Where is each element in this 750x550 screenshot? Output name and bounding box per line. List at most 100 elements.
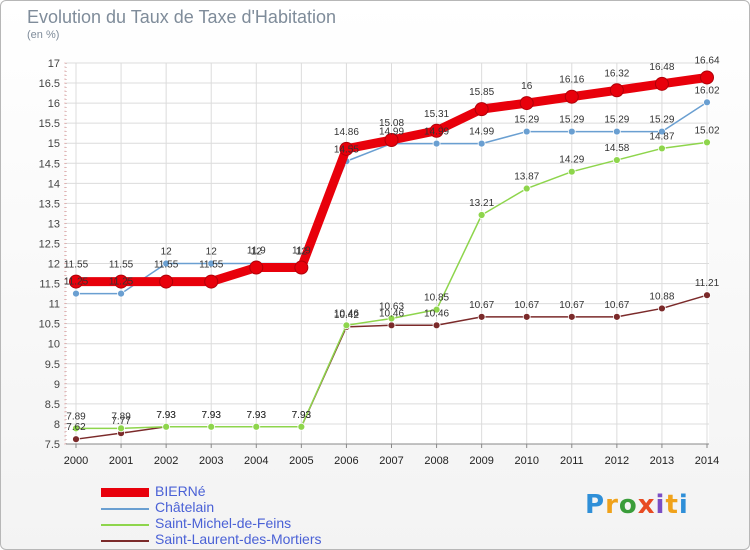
data-label: 7.93 (156, 410, 176, 421)
data-point (384, 133, 399, 148)
data-point (387, 321, 396, 330)
y-tick-label: 15.5 (39, 118, 60, 130)
chart-subtitle: (en %) (27, 29, 60, 41)
data-point (72, 424, 80, 433)
data-point (339, 141, 354, 156)
y-tick-label: 14.5 (39, 158, 60, 170)
data-point (567, 167, 576, 176)
y-tick-label: 9.5 (45, 359, 60, 371)
data-point (387, 314, 396, 323)
y-tick-label: 16 (48, 98, 60, 110)
data-point (477, 312, 486, 321)
proxiti-logo: Proxiti (585, 490, 689, 520)
data-label: 10.46 (334, 308, 359, 319)
data-label: 14.55 (334, 144, 359, 155)
data-label: 14.99 (379, 127, 404, 138)
data-label: 15.31 (424, 109, 449, 120)
data-point (432, 139, 441, 148)
y-tick-label: 12.5 (39, 238, 60, 250)
x-tick-label: 2002 (154, 455, 178, 467)
data-label: 10.85 (424, 293, 449, 304)
data-label: 14.99 (469, 127, 494, 138)
data-point (612, 127, 621, 136)
data-label: 15.85 (469, 87, 494, 98)
y-tick-label: 11.5 (39, 279, 60, 291)
x-tick-label: 2008 (424, 455, 448, 467)
data-point (703, 138, 711, 147)
x-tick-label: 2003 (199, 455, 223, 467)
data-label: 16.02 (694, 85, 719, 96)
data-point (654, 76, 669, 91)
data-label: 7.93 (201, 410, 221, 421)
data-point (117, 289, 125, 298)
x-tick-label: 2000 (64, 455, 88, 467)
data-label: 10.46 (379, 308, 404, 319)
data-label: 10.63 (379, 301, 404, 312)
data-point (522, 312, 531, 321)
data-point (567, 312, 576, 321)
y-tick-label: 12 (48, 259, 60, 271)
data-label: 7.93 (292, 410, 312, 421)
data-point (204, 274, 219, 289)
data-label: 7.89 (111, 411, 131, 422)
x-tick-label: 2009 (469, 455, 493, 467)
data-label: 16.32 (604, 68, 629, 79)
y-tick-label: 7.5 (45, 439, 60, 451)
data-label: 12 (296, 247, 308, 258)
y-tick-label: 10 (48, 339, 60, 351)
data-point (294, 260, 309, 275)
data-point (297, 422, 306, 431)
x-tick-label: 2011 (560, 455, 584, 467)
data-label: 7.89 (66, 411, 86, 422)
x-tick-label: 2004 (244, 455, 268, 467)
data-point (658, 304, 666, 313)
data-point (159, 274, 174, 289)
data-label: 10.67 (469, 300, 494, 311)
plot-area (66, 63, 709, 444)
x-tick-label: 2007 (379, 455, 403, 467)
data-label: 10.67 (559, 300, 584, 311)
data-label: 11.55 (154, 260, 179, 271)
data-label: 11.25 (109, 277, 134, 288)
legend-swatch (101, 540, 149, 542)
y-tick-label: 9 (54, 379, 60, 391)
legend-label: BIERNé (155, 483, 206, 499)
data-label: 10.67 (514, 300, 539, 311)
data-label: 11.9 (292, 246, 311, 257)
x-tick-label: 2001 (109, 455, 133, 467)
data-point (700, 70, 714, 85)
data-point (522, 127, 531, 136)
legend-label: Châtelain (155, 499, 215, 515)
data-label: 16 (521, 81, 533, 92)
y-tick-label: 15 (48, 138, 60, 150)
data-point (564, 89, 579, 104)
x-tick-label: 2012 (605, 455, 629, 467)
data-label: 7.93 (201, 410, 221, 421)
data-label: 15.02 (694, 125, 719, 136)
y-tick-label: 11 (49, 299, 60, 311)
data-label: 12 (251, 247, 263, 258)
data-point (612, 312, 621, 321)
data-point (162, 422, 171, 431)
chart-title: Evolution du Taux de Taxe d'Habitation (27, 7, 336, 27)
data-point (429, 123, 444, 138)
data-point (249, 260, 264, 275)
data-label: 10.67 (604, 300, 629, 311)
data-point (703, 291, 711, 300)
data-label: 16.16 (559, 75, 584, 86)
data-label: 16.48 (649, 62, 674, 73)
data-label: 15.29 (514, 115, 539, 126)
data-label: 7.93 (156, 410, 176, 421)
y-tick-label: 10.5 (39, 319, 60, 331)
data-point (474, 102, 489, 117)
data-label: 10.46 (424, 308, 449, 319)
x-tick-label: 2006 (334, 455, 358, 467)
y-tick-label: 16.5 (39, 78, 60, 90)
data-point (477, 211, 486, 219)
data-point (207, 259, 216, 268)
legend-swatch (101, 488, 149, 497)
data-label: 11.55 (199, 260, 224, 271)
data-label: 10.42 (334, 310, 359, 321)
legend-swatch (101, 524, 149, 526)
